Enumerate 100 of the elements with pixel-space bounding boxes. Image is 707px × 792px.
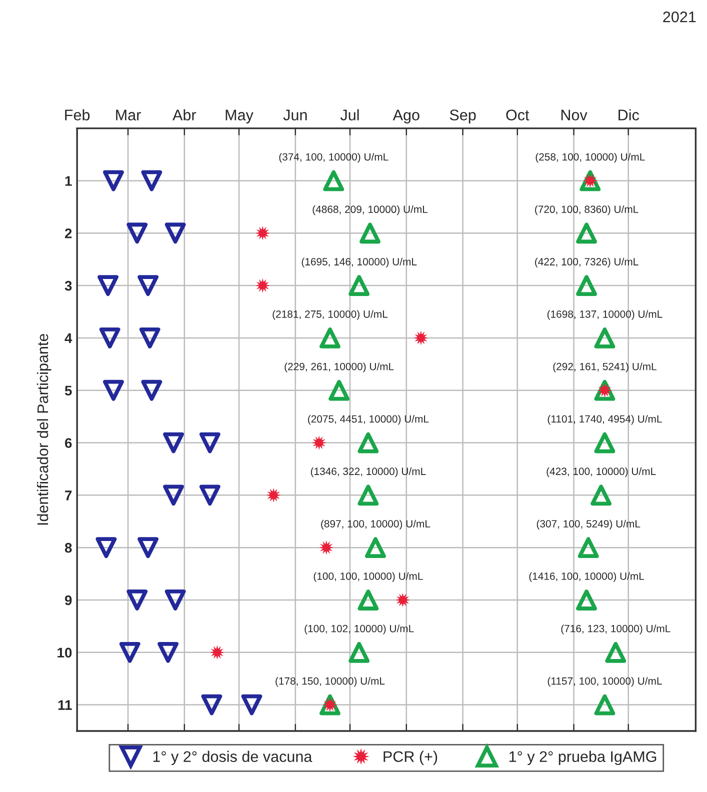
- y-tick-label: 9: [64, 595, 72, 606]
- point: [99, 327, 120, 348]
- point: [594, 694, 616, 716]
- annotation: (1101, 1740, 4954) U/mL: [548, 414, 662, 425]
- annotation: (229, 261, 10000) U/mL: [284, 362, 394, 372]
- point: [348, 275, 370, 296]
- y-tick-label: 11: [58, 700, 72, 710]
- annotation: (1698, 137, 10000) U/mL: [547, 310, 662, 320]
- annotation: (422, 100, 7326) U/mL: [535, 258, 638, 268]
- point: [163, 432, 184, 454]
- point: [319, 540, 334, 555]
- x-tick-label: Abr: [172, 109, 196, 120]
- point: [103, 170, 124, 192]
- x-tick-label: Jun: [283, 110, 307, 120]
- point: [158, 642, 178, 663]
- point: [576, 590, 597, 610]
- annotation: (720, 100, 8360) U/mL: [535, 205, 638, 216]
- legend-label: 1° y 2° prueba IgAMG: [509, 750, 656, 766]
- point: [199, 484, 220, 506]
- x-tick-label: Sep: [450, 110, 476, 124]
- point: [594, 432, 616, 454]
- legend-label: 1° y 2° dosis de vacuna: [153, 750, 312, 766]
- point: [312, 435, 326, 450]
- y-tick-label: 10: [58, 648, 72, 658]
- point: [320, 694, 340, 716]
- annotation: (292, 161, 5241) U/mL: [553, 362, 656, 372]
- annotation: (1346, 322, 10000) U/mL: [310, 467, 426, 478]
- point: [323, 170, 344, 192]
- y-tick-label: 8: [64, 542, 72, 553]
- point: [164, 590, 186, 610]
- point: [358, 590, 379, 610]
- y-tick-label: 6: [64, 438, 72, 448]
- annotation: (100, 100, 10000) U/mL: [314, 572, 423, 582]
- point: [241, 694, 262, 716]
- annotation: (2181, 275, 10000) U/mL: [272, 310, 388, 320]
- x-tick-label: Ago: [392, 110, 420, 124]
- point: [139, 327, 160, 348]
- annotation: (1695, 146, 10000) U/mL: [302, 258, 417, 268]
- point: [580, 170, 601, 192]
- point: [255, 278, 270, 293]
- point: [199, 432, 220, 454]
- point: [96, 537, 117, 558]
- annotation: (423, 100, 10000) U/mL: [546, 467, 656, 478]
- point: [210, 645, 224, 660]
- annotation: (2075, 4451, 10000) U/mL: [308, 414, 429, 425]
- annotation: (258, 100, 10000) U/mL: [536, 152, 645, 163]
- point: [138, 537, 158, 558]
- point: [138, 275, 158, 296]
- annotation: (100, 102, 10000) U/mL: [304, 624, 414, 634]
- point: [365, 537, 386, 558]
- point: [255, 226, 270, 240]
- annotation: (307, 100, 5249) U/mL: [536, 520, 640, 530]
- annotation: (1416, 100, 10000) U/mL: [529, 572, 644, 582]
- legend-label: PCR (+): [384, 750, 438, 766]
- point: [164, 222, 186, 244]
- point: [605, 642, 626, 663]
- point: [576, 275, 597, 296]
- y-tick-label: 2: [64, 228, 72, 238]
- point: [320, 327, 340, 348]
- y-tick-label: 3: [64, 280, 72, 291]
- point: [98, 275, 118, 296]
- x-tick-label: Feb: [65, 109, 90, 120]
- y-axis-title: Identificador del Participante: [36, 334, 52, 525]
- y-tick-label: 7: [65, 490, 72, 500]
- point: [126, 590, 148, 610]
- point: [328, 380, 350, 401]
- point: [578, 537, 599, 558]
- point: [348, 642, 370, 663]
- annotation: (374, 100, 10000) U/mL: [279, 152, 388, 163]
- annotation: (1157, 100, 10000) U/mL: [548, 677, 662, 687]
- x-tick-label: Jul: [340, 109, 359, 120]
- x-tick-label: May: [226, 110, 254, 124]
- point: [141, 380, 162, 401]
- annotation: (716, 123, 10000) U/mL: [561, 624, 670, 634]
- point: [594, 380, 616, 401]
- x-tick-label: Nov: [561, 110, 588, 120]
- y-tick-label: 5: [64, 386, 72, 396]
- point: [594, 327, 616, 348]
- annotation: (178, 150, 10000) U/mL: [276, 677, 385, 687]
- annotation: (4868, 209, 10000) U/mL: [312, 205, 428, 216]
- y-tick-label: 4: [64, 333, 72, 343]
- point: [163, 484, 184, 506]
- point: [414, 330, 428, 346]
- point: [201, 694, 222, 716]
- x-tick-label: Mar: [116, 110, 141, 120]
- point: [590, 484, 612, 506]
- x-tick-label: Dic: [618, 109, 639, 120]
- point: [358, 484, 379, 506]
- point: [266, 488, 281, 502]
- point: [576, 222, 597, 244]
- point: [103, 380, 124, 401]
- point: [360, 222, 380, 244]
- annotation: (897, 100, 10000) U/mL: [321, 520, 430, 530]
- point: [126, 222, 148, 244]
- point: [395, 592, 410, 608]
- x-tick-label: Oct: [506, 110, 530, 120]
- point: [358, 432, 379, 454]
- point: [119, 642, 140, 663]
- y-tick-label: 1: [65, 176, 72, 186]
- point: [141, 170, 162, 192]
